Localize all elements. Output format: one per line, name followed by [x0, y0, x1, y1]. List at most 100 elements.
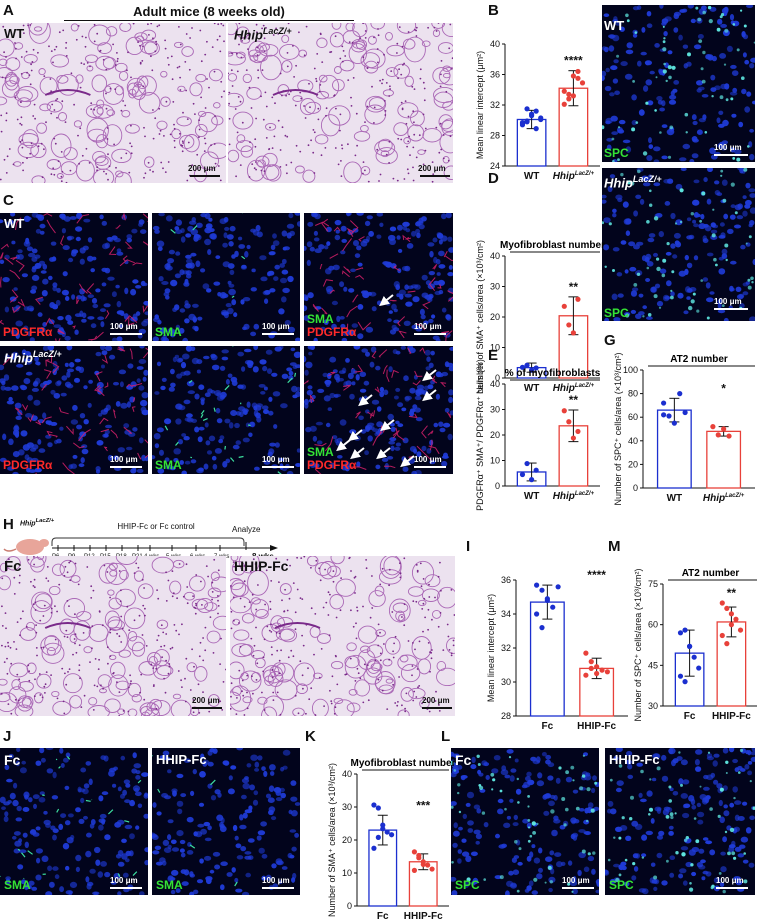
he-image-fc	[0, 556, 226, 716]
fluor-hhip-sma	[152, 346, 300, 474]
data-point	[561, 303, 567, 309]
significance-mark: **	[727, 586, 737, 600]
scale-bar	[714, 308, 748, 310]
data-point	[726, 433, 732, 439]
data-point	[737, 627, 744, 633]
panel-a-header: Adult mice (8 weeks old)	[133, 4, 285, 19]
data-point	[539, 587, 545, 593]
data-point	[719, 600, 725, 606]
y-tick-label: 32	[490, 100, 500, 110]
data-point	[687, 643, 693, 649]
channel-label-spc: SPC	[609, 878, 634, 892]
scale-bar	[192, 707, 222, 709]
fluor-hhip-merge	[304, 346, 453, 474]
arrows-c	[336, 294, 437, 468]
data-point	[599, 667, 605, 673]
y-axis-label: Mean linear intercept (μm²)	[486, 594, 496, 702]
mouse-genotype: HhipLacZ/+	[20, 518, 55, 528]
data-point	[570, 435, 576, 441]
y-tick-label: 40	[490, 251, 500, 261]
y-tick-label: 20	[490, 312, 500, 322]
data-point	[561, 88, 567, 94]
he-image-wt-adult	[0, 23, 226, 183]
data-point	[524, 362, 530, 368]
panel-label-l: L	[441, 728, 451, 745]
x-tick-label: Fc	[542, 721, 554, 732]
channel-label-sma: SMA	[4, 878, 31, 892]
y-tick-label: 0	[495, 481, 500, 491]
data-point	[604, 669, 610, 675]
data-point	[682, 409, 688, 416]
fluor-wt-spc	[602, 5, 755, 162]
chart-m: AT2 number 30 45 60 75 Number of SPC⁺ cells/a…	[608, 556, 757, 736]
y-tick-label: 36	[490, 70, 500, 80]
y-tick-label: 10	[490, 456, 500, 466]
data-point	[724, 641, 730, 647]
label-wt: WT	[604, 18, 625, 33]
data-point	[696, 665, 702, 671]
scale-label: 100 μm	[262, 322, 290, 331]
x-tick-label: HHIP-Fc	[577, 721, 616, 732]
analyze-label: Analyze	[232, 525, 261, 534]
channel-label-pdgfra: PDGFRα	[307, 458, 357, 472]
he-image-hhip-adult	[228, 23, 453, 183]
scale-label: 100 μm	[262, 455, 290, 464]
scale-bar	[420, 175, 450, 177]
data-point	[533, 108, 539, 114]
panel-label-k: K	[305, 728, 316, 745]
panel-label-d: D	[488, 170, 499, 187]
data-point	[724, 605, 730, 611]
data-point	[538, 115, 544, 121]
channel-label-sma: SMA	[155, 458, 182, 472]
data-point	[566, 96, 572, 102]
data-point	[721, 426, 727, 432]
y-tick-label: 32	[501, 643, 511, 653]
chart-title: Myofibroblast number	[350, 758, 455, 769]
channel-label-sma: SMA	[307, 312, 334, 326]
data-point	[524, 106, 530, 112]
data-point	[677, 391, 683, 397]
data-point	[534, 611, 540, 617]
data-point	[583, 650, 589, 656]
fluor-hhipfc-spc	[605, 748, 755, 895]
he-image-hhipfc	[230, 556, 455, 716]
data-point	[733, 616, 739, 622]
x-tick-label: Fc	[684, 711, 696, 722]
label-hhip: HhipLacZ/+	[234, 26, 292, 43]
chart-e: % of myofibroblasts 0 10 20 30 40 PDGFRα⁺ SMA⁺…	[475, 359, 610, 516]
fluor-fc-spc	[451, 748, 599, 895]
scale-bar	[414, 333, 446, 335]
y-tick-label: 34	[501, 609, 511, 619]
label-fc: Fc	[455, 752, 472, 768]
scale-label: 100 μm	[714, 297, 742, 306]
data-point	[550, 604, 556, 610]
data-point	[555, 584, 561, 590]
chart-g: AT2 number 0 20 40 60 80 100 Number of SPC⁺ cel…	[605, 352, 757, 532]
scale-label: 200 μm	[422, 696, 450, 705]
y-axis-label: Number of SPC⁺ cells/area (×10³/cm²)	[633, 568, 643, 721]
x-tick-label: WT	[524, 171, 540, 182]
data-point	[677, 630, 684, 636]
y-tick-label: 36	[501, 575, 511, 585]
label-hhipfc: HHIP-Fc	[234, 558, 289, 574]
scale-bar	[190, 175, 220, 177]
y-tick-label: 40	[342, 769, 352, 779]
scale-bar	[422, 707, 452, 709]
data-point	[594, 664, 600, 670]
scale-label: 100 μm	[714, 143, 742, 152]
data-point	[728, 611, 734, 617]
scale-bar	[262, 466, 294, 468]
scale-label: 200 μm	[188, 164, 216, 173]
x-tick-label: HHIP-Fc	[712, 711, 751, 722]
y-tick-label: 30	[501, 677, 511, 687]
x-tick-label: HhipLacZ/+	[553, 383, 595, 394]
scale-bar	[262, 333, 294, 335]
data-point	[529, 111, 535, 117]
fluor-hhipfc-sma	[152, 748, 300, 895]
data-point	[534, 582, 540, 588]
chart-title: AT2 number	[670, 354, 728, 365]
data-point	[594, 670, 600, 677]
chart-title: Myofibroblast number	[500, 240, 605, 251]
panel-label-b: B	[488, 2, 499, 19]
data-point	[570, 73, 576, 79]
